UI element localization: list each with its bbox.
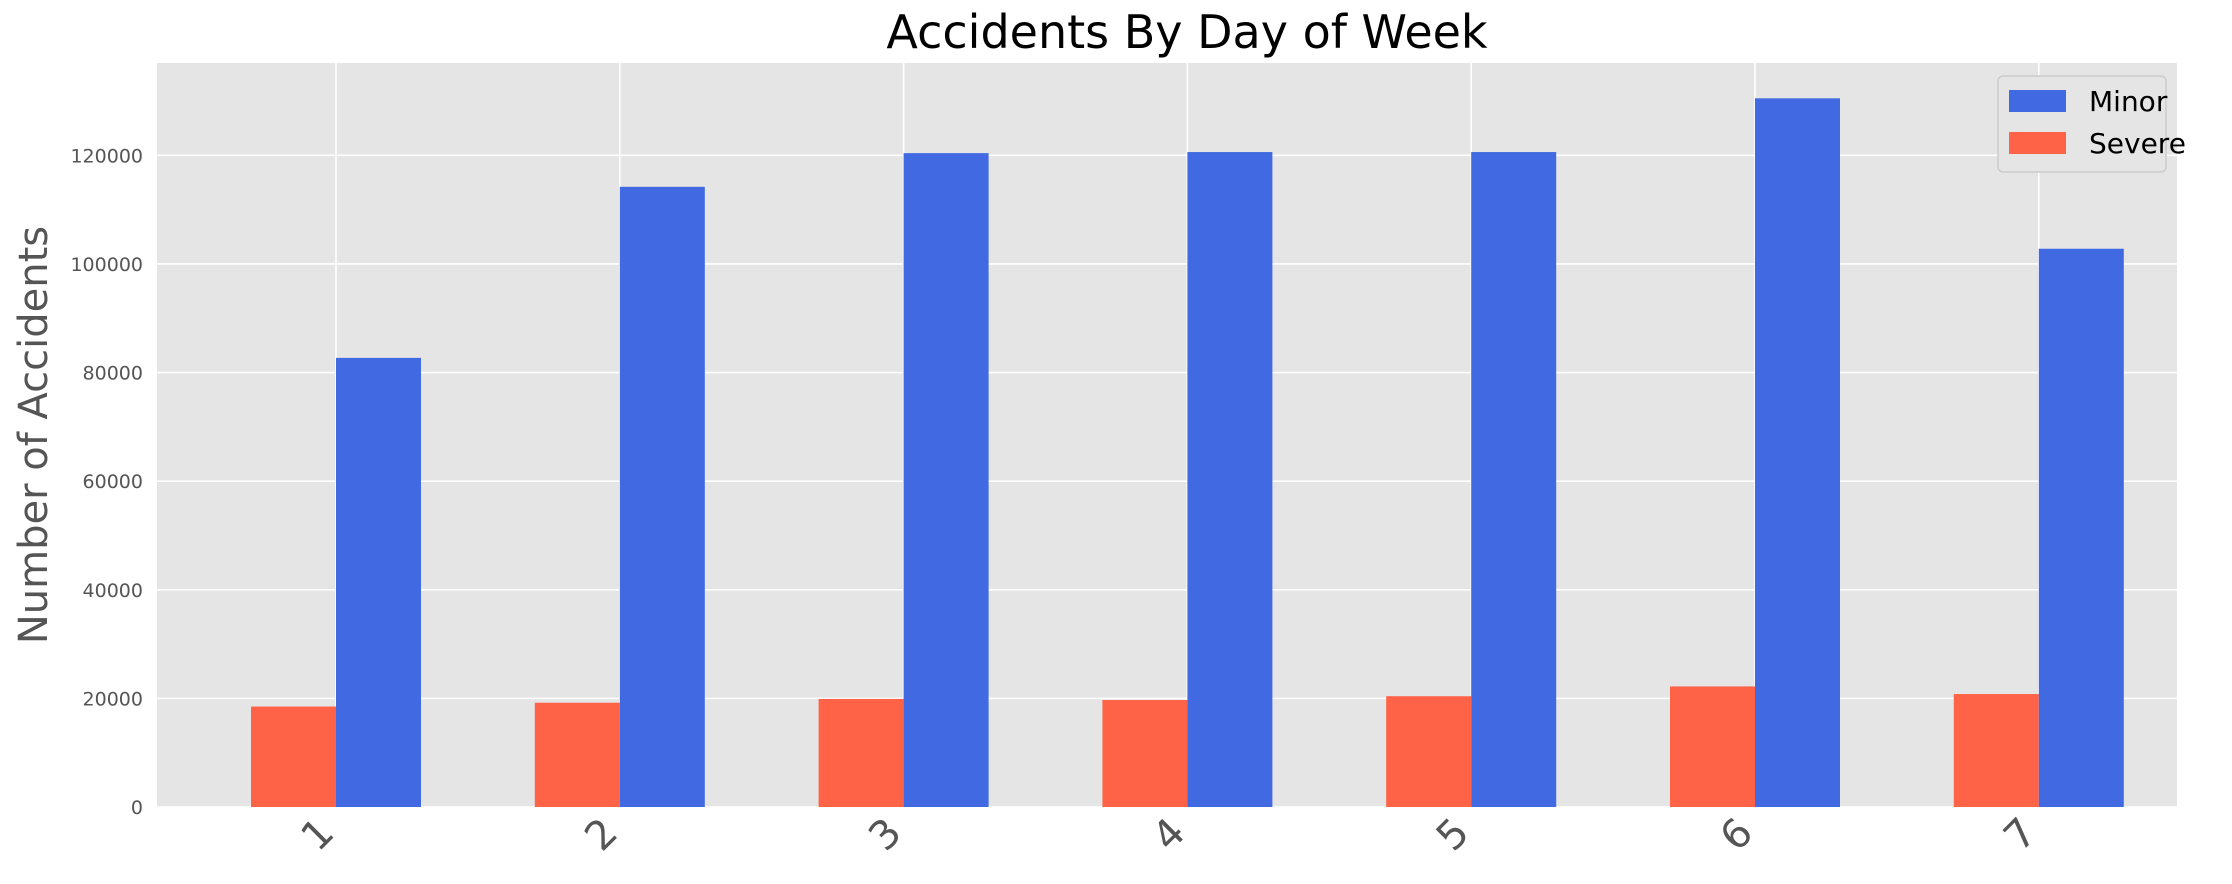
y-tick-label: 80000 bbox=[83, 363, 143, 385]
y-tick-labels: 0 20000 40000 60000 80000 100000 120000 bbox=[70, 145, 143, 819]
y-axis-label: Number of Accidents bbox=[11, 226, 57, 644]
bar-severe-7 bbox=[1953, 694, 2039, 807]
bar-severe-4 bbox=[1102, 700, 1188, 807]
legend-label-minor: Minor bbox=[2089, 85, 2168, 118]
bar-severe-5 bbox=[1386, 696, 1472, 807]
plot-background bbox=[157, 63, 2177, 807]
y-tick-label: 20000 bbox=[83, 688, 143, 710]
y-tick-label: 100000 bbox=[70, 254, 143, 276]
x-tick-label: 2 bbox=[576, 810, 627, 861]
chart-title: Accidents By Day of Week bbox=[886, 5, 1488, 59]
legend-label-severe: Severe bbox=[2089, 127, 2186, 160]
y-tick-label: 120000 bbox=[70, 145, 143, 167]
x-tick-label: 6 bbox=[1712, 810, 1763, 861]
bar-minor-2 bbox=[619, 186, 705, 808]
x-tick-labels: 1 2 3 4 5 6 7 bbox=[293, 810, 2046, 861]
legend-swatch-severe bbox=[2009, 132, 2066, 154]
legend: Minor Severe bbox=[1997, 75, 2186, 173]
x-tick-label: 1 bbox=[293, 810, 344, 861]
bar-minor-4 bbox=[1187, 152, 1273, 808]
x-tick-label: 4 bbox=[1144, 810, 1195, 861]
bar-minor-7 bbox=[2038, 248, 2124, 808]
y-tick-label: 60000 bbox=[83, 471, 143, 493]
bar-severe-3 bbox=[818, 698, 904, 807]
bar-severe-2 bbox=[534, 702, 620, 807]
bar-minor-6 bbox=[1755, 98, 1840, 808]
bars bbox=[251, 98, 2124, 808]
bar-minor-3 bbox=[903, 153, 989, 807]
x-tick-label: 7 bbox=[1995, 810, 2046, 861]
bar-minor-5 bbox=[1471, 152, 1557, 808]
y-tick-label: 0 bbox=[131, 797, 143, 819]
bar-severe-1 bbox=[251, 706, 336, 807]
bar-severe-6 bbox=[1670, 686, 1755, 807]
y-tick-label: 40000 bbox=[83, 580, 143, 602]
legend-swatch-minor bbox=[2009, 90, 2066, 112]
bar-minor-1 bbox=[336, 357, 421, 807]
x-tick-label: 3 bbox=[860, 810, 911, 861]
x-tick-label: 5 bbox=[1428, 810, 1479, 861]
